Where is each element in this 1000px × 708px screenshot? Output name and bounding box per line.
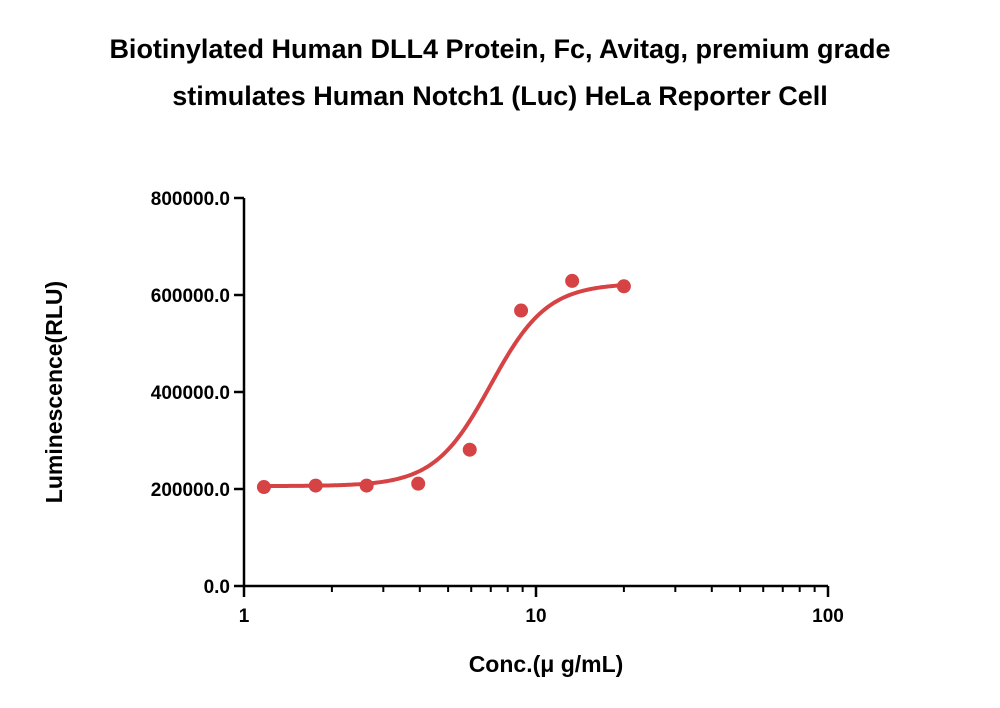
x-axis-label: Conc.(μ g/mL): [469, 651, 624, 677]
y-tick-label: 800000.0: [151, 189, 230, 210]
data-point: [565, 273, 580, 288]
data-points: [256, 273, 631, 495]
y-axis-ticks: 0.0 200000.0 400000.0 600000.0 800000.0: [151, 189, 244, 598]
chart-title-line-1: Biotinylated Human DLL4 Protein, Fc, Avi…: [109, 34, 891, 64]
data-point: [462, 442, 477, 457]
y-tick-label: 200000.0: [151, 480, 230, 501]
data-point: [359, 478, 374, 493]
x-axis-ticks: 1 10 100: [239, 586, 844, 627]
data-point: [411, 476, 426, 491]
y-axis-label: Luminescence(RLU): [41, 281, 67, 503]
axes: [242, 198, 828, 588]
y-tick-label: 400000.0: [151, 383, 230, 404]
data-point: [616, 279, 631, 294]
y-tick-label: 0.0: [204, 577, 230, 598]
y-tick-label: 600000.0: [151, 286, 230, 307]
fit-curve: [263, 283, 625, 489]
data-point: [514, 303, 529, 318]
x-tick-label: 10: [525, 606, 546, 627]
data-point: [308, 478, 323, 493]
x-tick-label: 1: [239, 606, 250, 627]
x-tick-label: 100: [812, 606, 844, 627]
chart-title-line-2: stimulates Human Notch1 (Luc) HeLa Repor…: [172, 81, 828, 111]
data-point: [256, 480, 271, 495]
